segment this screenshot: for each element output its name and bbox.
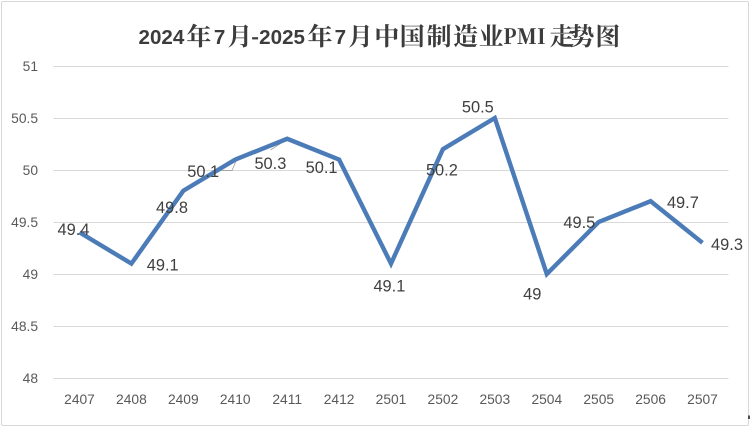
- svg-text:50.3: 50.3: [254, 155, 286, 173]
- svg-text:2501: 2501: [376, 392, 407, 407]
- svg-text:7: 7: [214, 26, 225, 49]
- svg-text:49: 49: [523, 286, 541, 304]
- svg-text:2024: 2024: [138, 26, 184, 49]
- svg-text:2504: 2504: [531, 392, 562, 407]
- svg-text:50.1: 50.1: [306, 159, 338, 177]
- svg-text:49.4: 49.4: [58, 221, 90, 239]
- svg-text:2505: 2505: [583, 392, 614, 407]
- svg-text:50.2: 50.2: [426, 161, 458, 179]
- svg-text:48: 48: [23, 371, 39, 386]
- svg-text:2411: 2411: [272, 392, 302, 407]
- svg-text:49.1: 49.1: [373, 278, 405, 296]
- svg-text:49.7: 49.7: [667, 194, 699, 212]
- svg-text:49.3: 49.3: [711, 236, 743, 254]
- svg-text:2503: 2503: [479, 392, 510, 407]
- svg-text:2025: 2025: [259, 26, 305, 49]
- svg-text:49.5: 49.5: [563, 214, 595, 232]
- svg-text:49: 49: [23, 267, 39, 282]
- svg-text:49.1: 49.1: [147, 257, 179, 275]
- svg-text:2412: 2412: [324, 392, 355, 407]
- svg-text:50.5: 50.5: [11, 111, 38, 126]
- svg-text:2409: 2409: [168, 392, 199, 407]
- svg-text:51: 51: [23, 59, 38, 74]
- svg-text:49.8: 49.8: [156, 199, 188, 217]
- svg-text:49.5: 49.5: [11, 215, 38, 230]
- svg-text:48.5: 48.5: [11, 319, 38, 334]
- svg-text:2502: 2502: [428, 392, 459, 407]
- svg-text:7: 7: [335, 26, 346, 49]
- svg-text:50.1: 50.1: [187, 163, 219, 181]
- svg-text:2410: 2410: [220, 392, 251, 407]
- svg-text:50: 50: [23, 163, 39, 178]
- svg-text:2408: 2408: [116, 392, 147, 407]
- svg-text:2407: 2407: [64, 392, 95, 407]
- svg-text:50.5: 50.5: [462, 99, 494, 117]
- svg-text:2506: 2506: [635, 392, 666, 407]
- svg-text:2507: 2507: [687, 392, 718, 407]
